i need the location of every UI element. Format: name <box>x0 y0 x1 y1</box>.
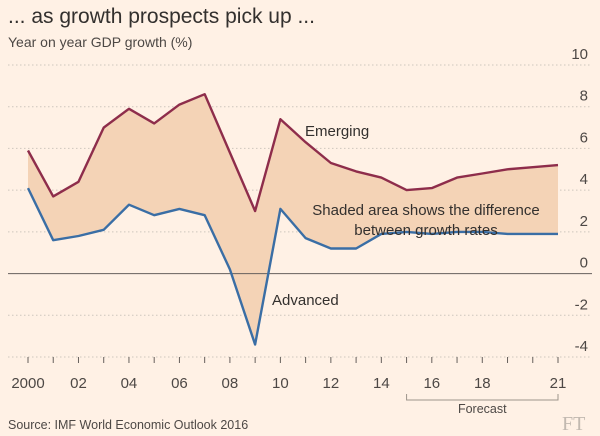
y-tick-label: 8 <box>580 88 588 105</box>
x-tick-label: 21 <box>550 375 567 392</box>
chart-subtitle: Year on year GDP growth (%) <box>8 34 192 50</box>
chart-title: ... as growth prospects pick up ... <box>8 5 315 28</box>
y-tick-label: 2 <box>580 213 588 230</box>
x-tick-label: 2000 <box>11 375 44 392</box>
y-tick-label: 10 <box>571 46 588 63</box>
forecast-bracket <box>406 394 559 401</box>
y-tick-label: -2 <box>575 296 588 313</box>
difference-band <box>28 94 558 345</box>
forecast-label: Forecast <box>458 402 507 416</box>
x-tick-label: 02 <box>70 375 87 392</box>
series-line-advanced <box>26 187 558 346</box>
x-tick-label: 06 <box>171 375 188 392</box>
annotation-emerging: Emerging <box>305 123 369 140</box>
y-tick-labels: -4 -2 0 2 4 6 8 10 <box>571 46 588 355</box>
x-tick-label: 10 <box>272 375 289 392</box>
x-axis: 2000 02 04 06 08 10 12 14 16 18 21 <box>11 357 566 392</box>
series-line-emerging <box>26 92 559 213</box>
ft-logo: FT <box>562 413 585 435</box>
y-tick-label: -4 <box>575 338 588 355</box>
x-tick-label: 16 <box>423 375 440 392</box>
y-tick-label: 6 <box>580 129 588 146</box>
x-tick-label: 14 <box>373 375 390 392</box>
band-label-line-2: between growth rates <box>354 222 497 239</box>
y-tick-label: 0 <box>580 255 588 272</box>
source-note: Source: IMF World Economic Outlook 2016 <box>8 418 248 432</box>
x-tick-label: 12 <box>323 375 340 392</box>
x-tick-label: 18 <box>474 375 491 392</box>
y-tick-label: 4 <box>580 171 588 188</box>
x-tick-label: 08 <box>222 375 239 392</box>
annotation-advanced: Advanced <box>272 292 339 309</box>
band-label-line-1: Shaded area shows the difference <box>312 202 539 219</box>
x-tick-label: 04 <box>121 375 138 392</box>
